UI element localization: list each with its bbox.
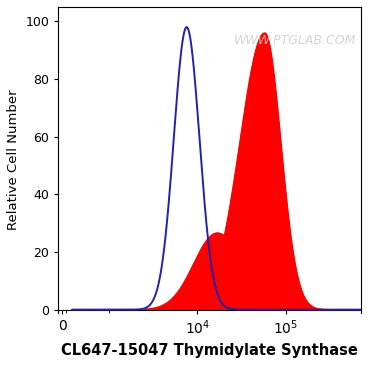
Text: WWW.PTGLAB.COM: WWW.PTGLAB.COM — [234, 34, 356, 47]
Y-axis label: Relative Cell Number: Relative Cell Number — [7, 89, 20, 230]
X-axis label: CL647-15047 Thymidylate Synthase: CL647-15047 Thymidylate Synthase — [61, 343, 358, 358]
